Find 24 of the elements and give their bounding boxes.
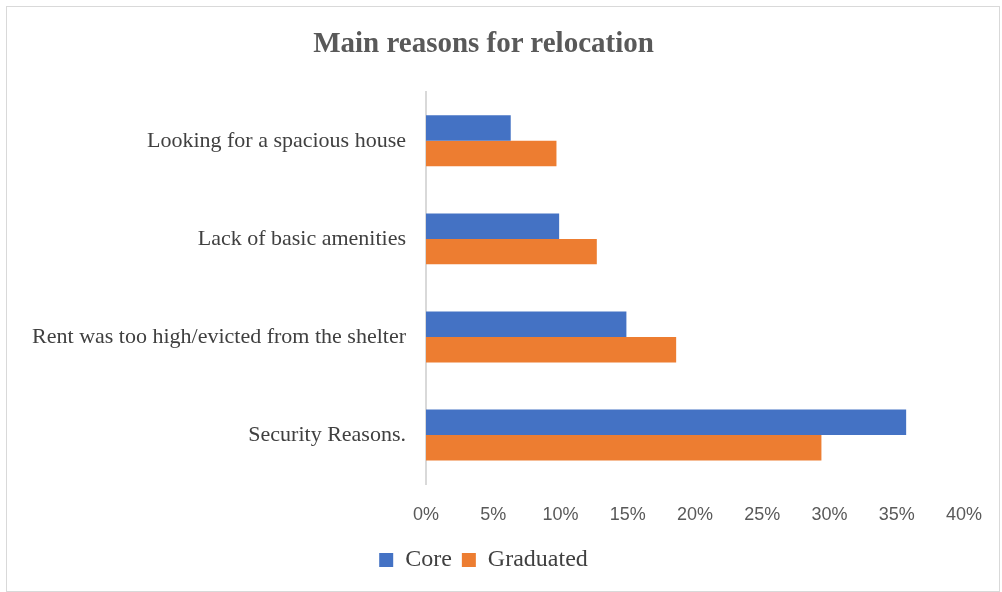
x-tick-label: 5% (480, 503, 507, 524)
y-tick-label: Lack of basic amenities (197, 224, 406, 250)
x-tick-label: 25% (744, 503, 781, 524)
x-tick-label: 30% (811, 503, 848, 524)
bar (426, 311, 627, 337)
x-tick-label: 0% (412, 503, 440, 524)
chart-title: Main reasons for relocation (313, 25, 654, 58)
x-tick-label: 10% (542, 503, 579, 524)
x-tick-label: 40% (945, 503, 982, 524)
bar (426, 115, 511, 141)
y-tick-label: Security Reasons. (248, 420, 406, 446)
y-tick-label: Rent was too high/evicted from the shelter (32, 322, 407, 348)
legend-label: Core (405, 545, 452, 572)
bar (426, 213, 560, 239)
x-tick-label: 35% (878, 503, 915, 524)
bar (426, 336, 677, 363)
bar (426, 409, 907, 435)
legend-label: Graduated (487, 545, 588, 572)
y-tick-label: Looking for a spacious house (146, 126, 406, 152)
bar (426, 434, 822, 461)
bar (426, 140, 557, 167)
bar (426, 238, 597, 265)
x-tick-label: 15% (609, 503, 646, 524)
x-tick-label: 20% (676, 503, 714, 524)
